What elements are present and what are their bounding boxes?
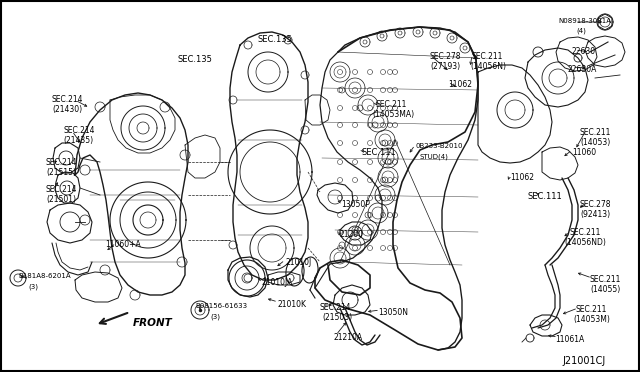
Text: 22630: 22630 (572, 47, 596, 56)
Text: SEC.214: SEC.214 (320, 303, 351, 312)
Text: (21515): (21515) (46, 168, 76, 177)
Text: 21010K: 21010K (278, 300, 307, 309)
Text: (21503): (21503) (322, 313, 352, 322)
Text: (4): (4) (576, 28, 586, 35)
Text: SEC.211: SEC.211 (590, 275, 621, 284)
Text: (3): (3) (210, 313, 220, 320)
Text: (14055): (14055) (590, 285, 620, 294)
Text: (3): (3) (28, 283, 38, 289)
Text: B181A8-6201A: B181A8-6201A (18, 273, 70, 279)
Text: SEC.278: SEC.278 (430, 52, 461, 61)
Text: SEC.111: SEC.111 (528, 192, 563, 201)
Text: (14053): (14053) (580, 138, 611, 147)
Text: (21501): (21501) (46, 195, 76, 204)
Text: SEC.211: SEC.211 (375, 100, 406, 109)
Text: 11060+A: 11060+A (105, 240, 141, 249)
Text: SEC.214: SEC.214 (52, 95, 83, 104)
Text: 13050P: 13050P (341, 200, 370, 209)
Text: N08918-3081A: N08918-3081A (558, 18, 611, 24)
Text: B08156-61633: B08156-61633 (195, 303, 247, 309)
Text: 21210A: 21210A (334, 333, 363, 342)
Text: 11062: 11062 (448, 80, 472, 89)
Text: SEC.214: SEC.214 (46, 185, 77, 194)
Text: 11060: 11060 (572, 148, 596, 157)
Text: (21430): (21430) (52, 105, 82, 114)
Text: SEC.211: SEC.211 (576, 305, 607, 314)
Text: (27193): (27193) (430, 62, 460, 71)
Text: 21010J: 21010J (285, 258, 311, 267)
Text: FRONT: FRONT (133, 318, 173, 328)
Text: J21001CJ: J21001CJ (562, 356, 605, 366)
Text: 11061A: 11061A (555, 335, 584, 344)
Text: 13050N: 13050N (378, 308, 408, 317)
Text: (14056ND): (14056ND) (564, 238, 606, 247)
Text: SEC.111: SEC.111 (362, 148, 397, 157)
Text: 0B233-B2010: 0B233-B2010 (415, 143, 463, 149)
Text: SEC.214: SEC.214 (63, 126, 95, 135)
Text: (21435): (21435) (63, 136, 93, 145)
Text: SEC.214: SEC.214 (46, 158, 77, 167)
Text: SEC.211: SEC.211 (580, 128, 611, 137)
Text: 21200: 21200 (340, 230, 364, 239)
Text: 11062: 11062 (510, 173, 534, 182)
Text: 21010JA: 21010JA (262, 278, 293, 287)
Text: SEC.135: SEC.135 (178, 55, 213, 64)
Text: SEC.211: SEC.211 (472, 52, 504, 61)
Text: (14053MA): (14053MA) (372, 110, 414, 119)
Text: SEC.135: SEC.135 (258, 35, 293, 44)
Text: STUD(4): STUD(4) (420, 153, 449, 160)
Text: (14053M): (14053M) (573, 315, 610, 324)
Text: 22630A: 22630A (568, 65, 597, 74)
Text: (92413): (92413) (580, 210, 610, 219)
Text: (14056N): (14056N) (470, 62, 506, 71)
Text: SEC.278: SEC.278 (580, 200, 611, 209)
Text: SEC.211: SEC.211 (569, 228, 600, 237)
